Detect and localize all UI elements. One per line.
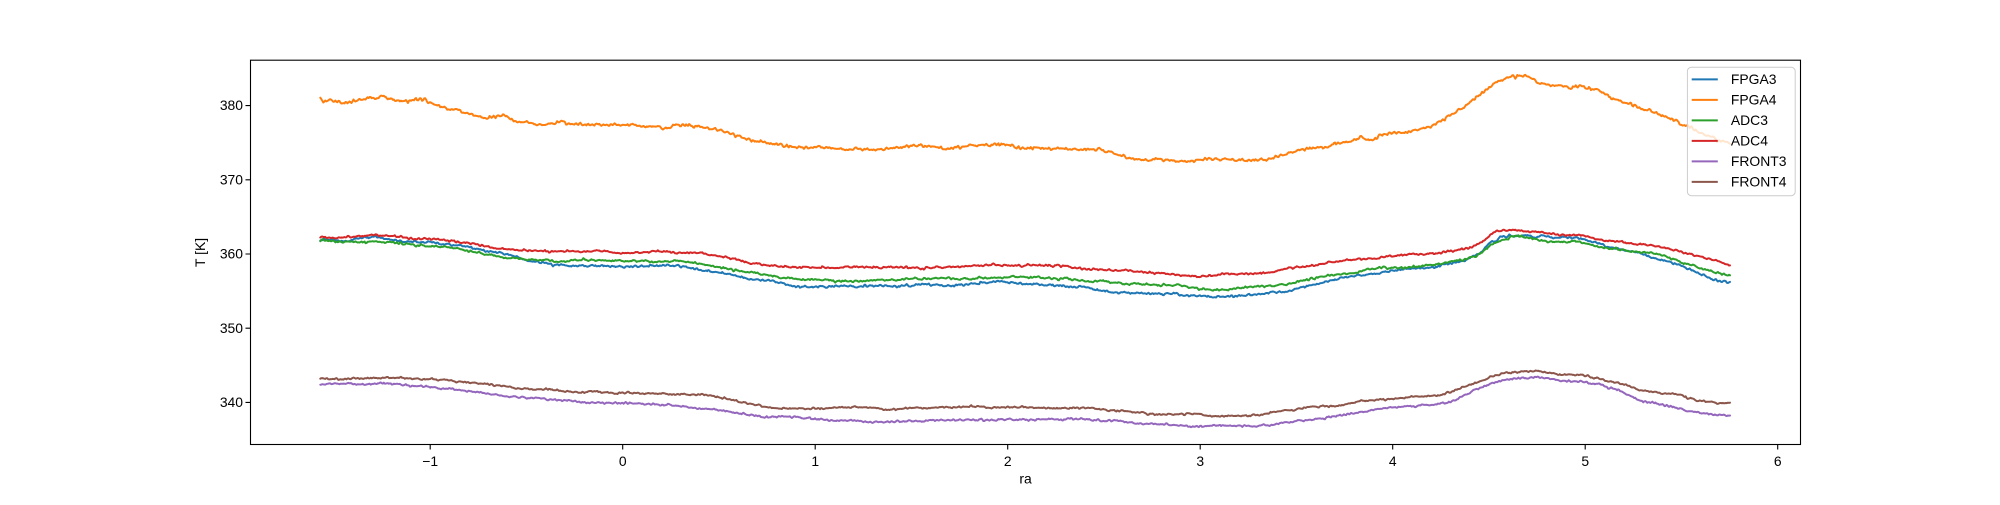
svg-text:T [K]: T [K] bbox=[192, 238, 208, 267]
svg-text:4: 4 bbox=[1389, 453, 1397, 469]
svg-text:360: 360 bbox=[220, 246, 243, 262]
svg-text:ADC4: ADC4 bbox=[1731, 133, 1768, 149]
svg-text:ra: ra bbox=[1019, 471, 1032, 487]
svg-text:5: 5 bbox=[1581, 453, 1589, 469]
svg-text:380: 380 bbox=[220, 97, 243, 113]
svg-text:350: 350 bbox=[220, 320, 243, 336]
svg-text:FPGA3: FPGA3 bbox=[1731, 71, 1777, 87]
svg-text:340: 340 bbox=[220, 394, 243, 410]
svg-text:1: 1 bbox=[811, 453, 819, 469]
svg-text:370: 370 bbox=[220, 171, 243, 187]
svg-text:3: 3 bbox=[1196, 453, 1204, 469]
svg-text:2: 2 bbox=[1004, 453, 1012, 469]
svg-text:FRONT4: FRONT4 bbox=[1731, 174, 1787, 190]
svg-text:−1: −1 bbox=[422, 453, 438, 469]
svg-text:FPGA4: FPGA4 bbox=[1731, 92, 1777, 108]
svg-text:FRONT3: FRONT3 bbox=[1731, 153, 1787, 169]
svg-text:0: 0 bbox=[619, 453, 627, 469]
svg-text:ADC3: ADC3 bbox=[1731, 112, 1768, 128]
svg-text:6: 6 bbox=[1774, 453, 1782, 469]
